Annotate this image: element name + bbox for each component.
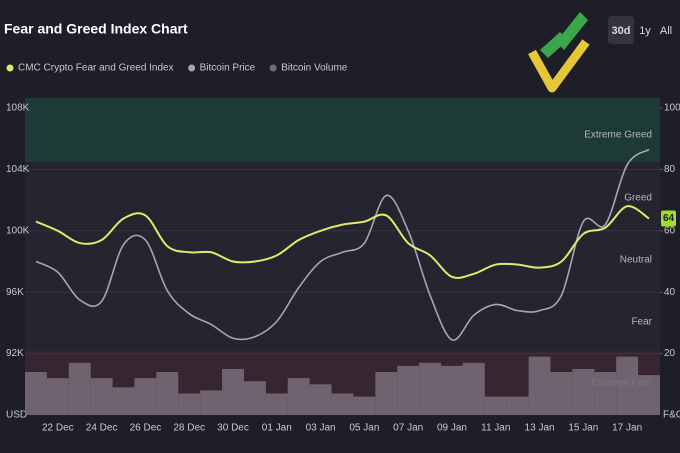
zone-label: Extreme Greed — [584, 130, 652, 141]
range-button[interactable]: All — [660, 25, 672, 37]
x-tick-label: 28 Dec — [173, 423, 205, 434]
volume-bar — [265, 393, 288, 415]
x-tick-label: 13 Jan — [525, 423, 555, 434]
volume-bar — [616, 356, 639, 415]
y-tick-label: 108K — [6, 103, 30, 114]
volume-bar — [506, 396, 529, 415]
x-tick-label: 11 Jan — [481, 423, 510, 434]
volume-bar — [484, 396, 507, 415]
volume-bar — [353, 396, 376, 415]
x-tick-label: 15 Jan — [568, 423, 598, 434]
x-tick-label: 22 Dec — [42, 423, 74, 434]
legend-label: Bitcoin Price — [200, 63, 256, 74]
legend-marker — [269, 64, 277, 72]
range-button[interactable]: 1y — [639, 25, 651, 37]
x-tick-label: 17 Jan — [612, 423, 642, 434]
y-tick-label: 96K — [6, 287, 24, 298]
value-badge — [661, 210, 676, 227]
value-badge-label: 64 — [663, 213, 675, 224]
volume-bar — [594, 372, 617, 415]
range-button[interactable]: 30d — [612, 25, 631, 37]
volume-bar — [397, 365, 420, 415]
legend-marker — [6, 64, 14, 72]
x-tick-label: 03 Jan — [306, 423, 336, 434]
x-tick-label: 26 Dec — [130, 423, 162, 434]
y2-axis-label: F&G — [663, 410, 680, 421]
volume-bar — [287, 378, 310, 415]
series-line — [35, 205, 650, 279]
zone-label: Fear — [631, 317, 652, 328]
volume-bar — [375, 372, 398, 415]
volume-bar — [419, 362, 442, 415]
volume-bar — [638, 375, 660, 415]
volume-bar — [134, 378, 157, 415]
volume-bar — [550, 372, 573, 415]
volume-bar — [462, 362, 485, 415]
y-tick-label: 104K — [6, 164, 30, 175]
y2-tick-label: 60 — [664, 225, 676, 236]
volume-bar — [178, 393, 201, 415]
y-tick-label: 92K — [6, 348, 24, 359]
x-tick-label: 01 Jan — [262, 423, 292, 434]
y-axis-label: USD — [6, 410, 27, 421]
volume-bar — [528, 356, 551, 415]
volume-bar — [25, 372, 47, 415]
volume-bar — [441, 365, 463, 415]
button-30d-bg — [608, 16, 634, 44]
legend-marker — [188, 64, 196, 72]
volume-bar — [46, 378, 69, 415]
volume-bar — [156, 372, 179, 415]
volume-bar — [572, 368, 595, 415]
volume-bar — [243, 381, 266, 415]
volume-bar — [68, 362, 91, 415]
x-tick-label: 30 Dec — [217, 423, 249, 434]
volume-bar — [309, 384, 332, 415]
legend-label: CMC Crypto Fear and Greed Index — [18, 63, 174, 74]
y-tick-label: 100K — [6, 225, 30, 236]
chart-title: Fear and Greed Index Chart — [4, 21, 188, 37]
logo — [528, 12, 590, 93]
volume-bar — [90, 378, 113, 415]
zone-label: Greed — [624, 193, 652, 204]
volume-bar — [331, 393, 354, 415]
series-line — [35, 148, 650, 341]
y2-tick-label: 20 — [664, 348, 676, 359]
legend-label: Bitcoin Volume — [281, 63, 348, 74]
y2-tick-label: 40 — [664, 287, 676, 298]
x-tick-label: 24 Dec — [86, 423, 118, 434]
y2-tick-label: 100 — [664, 103, 680, 114]
x-tick-label: 09 Jan — [437, 423, 467, 434]
zone-extreme-greed — [25, 98, 660, 162]
volume-bar — [200, 390, 223, 415]
y2-tick-label: 80 — [664, 164, 676, 175]
x-tick-label: 07 Jan — [393, 423, 423, 434]
zone-label: Neutral — [620, 255, 652, 266]
volume-bar — [112, 387, 135, 415]
volume-bar — [222, 368, 244, 415]
x-tick-label: 05 Jan — [349, 423, 379, 434]
